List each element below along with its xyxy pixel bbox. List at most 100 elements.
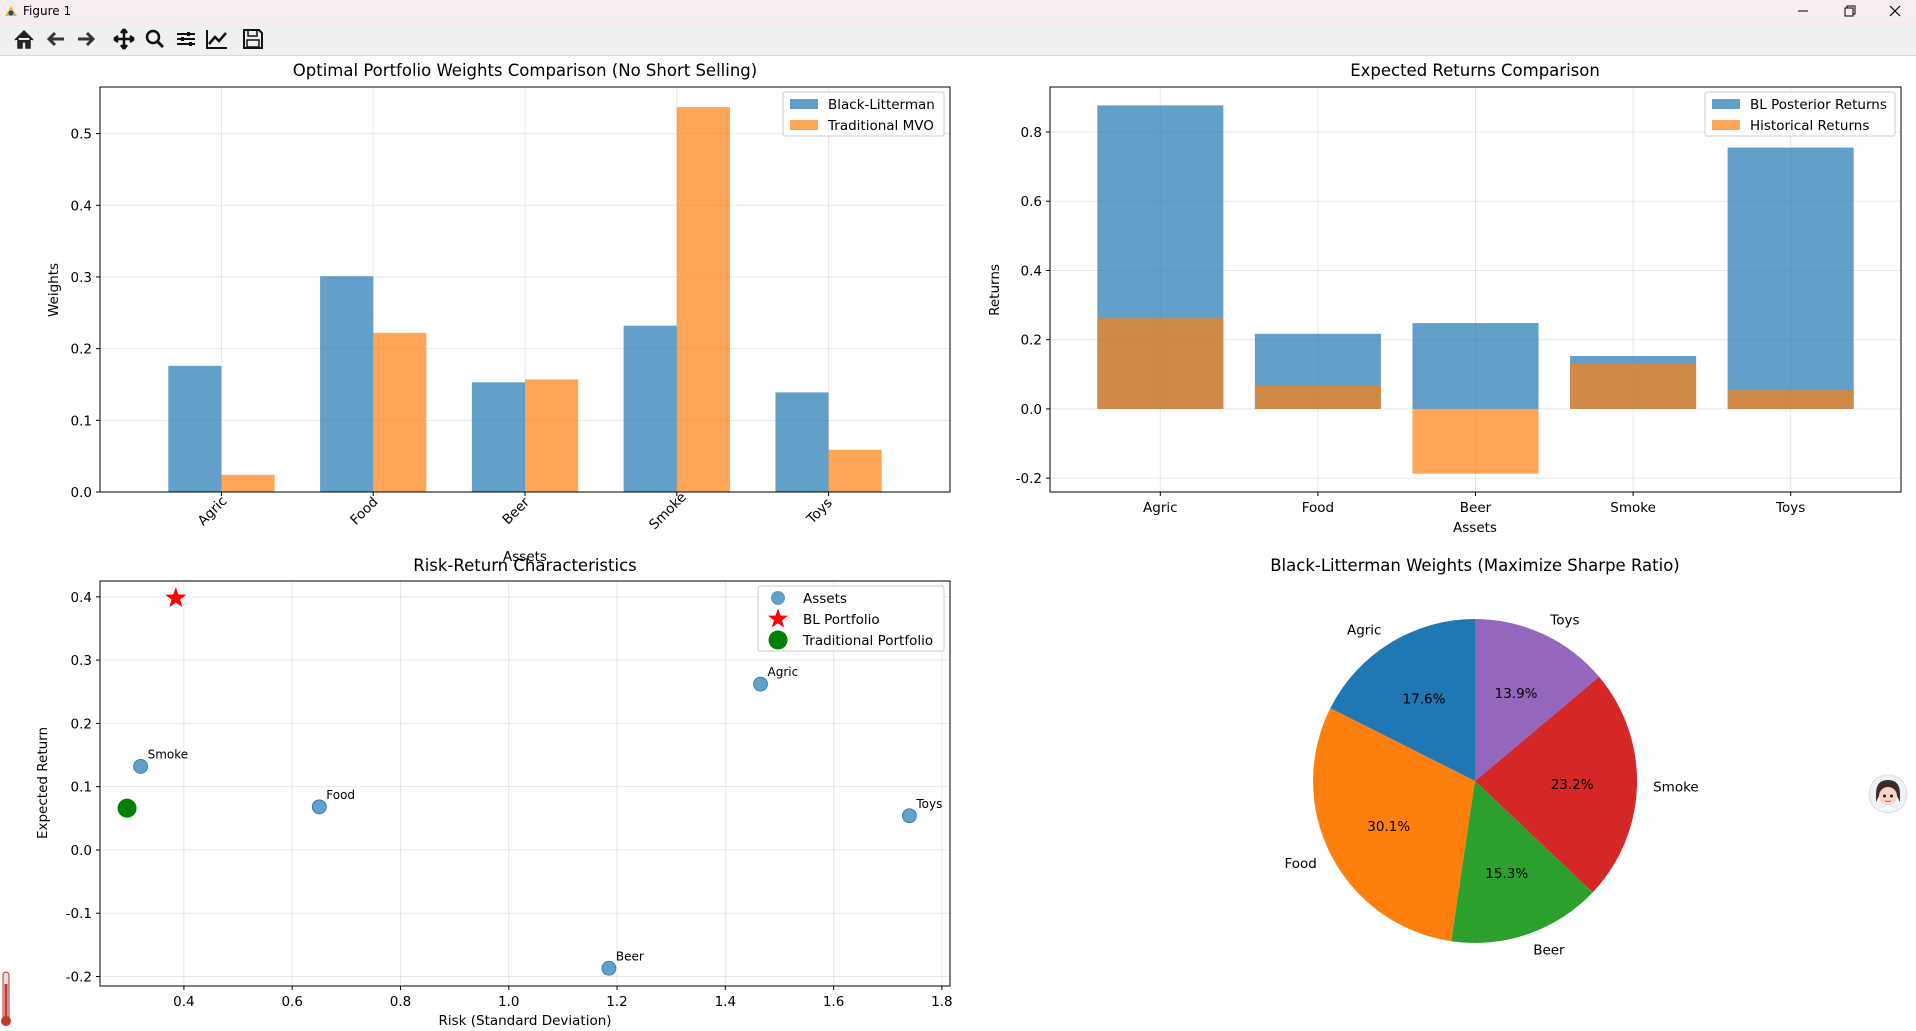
pie-slice-smoke — [1475, 676, 1638, 893]
minimize-icon[interactable] — [1780, 0, 1826, 22]
scatter-y-tick-label: -0.1 — [66, 906, 92, 922]
scatter-x-label: Risk (Standard Deviation) — [438, 1013, 611, 1029]
bl-portfolio-star-marker — [165, 587, 187, 607]
forward-arrow-icon[interactable] — [73, 27, 99, 51]
scatter-x-tick-label: 0.8 — [390, 994, 411, 1010]
pan-move-icon[interactable] — [111, 27, 137, 51]
weights-bar-bl-agric — [168, 365, 222, 492]
returns-x-tick-label-toys: Toys — [1775, 500, 1805, 516]
weights-y-tick-label: 0.3 — [71, 270, 92, 286]
legend-assets: Assets — [803, 591, 847, 607]
returns-x-tick-label-beer: Beer — [1460, 500, 1492, 516]
returns-y-tick-label: -0.2 — [1016, 471, 1042, 487]
scatter-chart-title: Risk-Return Characteristics — [413, 556, 637, 575]
edit-axis-icon[interactable] — [204, 27, 230, 51]
weights-bar-chart: Optimal Portfolio Weights Comparison (No… — [46, 61, 951, 565]
scatter-x-tick-label: 1.8 — [931, 994, 952, 1010]
returns-x-tick-label-food: Food — [1302, 500, 1334, 516]
scatter-point-label-food: Food — [326, 788, 355, 802]
zoom-magnifier-icon[interactable] — [142, 27, 168, 51]
scatter-point-label-smoke: Smoke — [148, 747, 189, 761]
returns-bar-historical-beer — [1412, 408, 1539, 474]
weights-y-tick-label: 0.5 — [71, 127, 92, 143]
scatter-y-tick-label: 0.4 — [71, 590, 92, 606]
scatter-point-food — [311, 799, 327, 815]
pie-outer-label-food: Food — [1284, 856, 1316, 872]
returns-bar-bl-beer — [1412, 323, 1539, 409]
returns-bar-historical-toys — [1727, 390, 1854, 409]
returns-y-tick-label: 0.4 — [1021, 263, 1042, 279]
matplotlib-app-icon — [5, 6, 17, 16]
scatter-x-tick-label: 0.4 — [173, 994, 194, 1010]
pie-chart-title: Black-Litterman Weights (Maximize Sharpe… — [1270, 556, 1680, 575]
assistant-avatar-icon[interactable] — [1868, 774, 1908, 814]
returns-bar-chart: Expected Returns Comparison -0.2 0.0 0.2 0.… — [987, 61, 1902, 536]
weights-x-label: Assets — [503, 549, 547, 565]
weights-bar-bl-toys — [775, 392, 829, 492]
scatter-point-agric — [753, 676, 768, 692]
figure-canvas: Optimal Portfolio Weights Comparison (No… — [35, 61, 1902, 1029]
scatter-y-tick-label: -0.2 — [66, 970, 92, 986]
scatter-y-tick-label: 0.0 — [71, 843, 92, 859]
returns-x-tick-label-agric: Agric — [1143, 500, 1178, 516]
pie-slice-food — [1313, 708, 1475, 942]
legend-black-litterman: Black-Litterman — [828, 97, 935, 113]
weights-y-tick-label: 0.0 — [71, 485, 92, 501]
returns-x-tick-label-smoke: Smoke — [1610, 500, 1656, 516]
returns-chart-title: Expected Returns Comparison — [1350, 61, 1600, 80]
returns-y-tick-label: 0.0 — [1021, 402, 1042, 418]
weights-y-label: Weights — [46, 263, 62, 317]
scatter-point-smoke — [133, 759, 149, 774]
weights-bar-mvo-food — [373, 332, 427, 492]
weights-x-tick-label-toys: Toys — [803, 495, 836, 528]
pie-pct-label-smoke: 23.2% — [1551, 777, 1594, 793]
save-icon[interactable] — [240, 27, 266, 51]
weights-x-tick-label-food: Food — [347, 494, 381, 528]
restore-icon[interactable] — [1826, 0, 1872, 22]
window-title: Figure 1 — [23, 4, 72, 18]
thermometer-icon — [1, 971, 11, 1026]
weights-bar-bl-food — [320, 276, 374, 492]
weights-bar-mvo-smoke — [676, 107, 730, 492]
pie-slice-beer — [1451, 781, 1593, 943]
weights-pie-chart: Black-Litterman Weights (Maximize Sharpe… — [1270, 556, 1699, 958]
scatter-y-tick-label: 0.1 — [71, 780, 92, 796]
scatter-point-label-agric: Agric — [768, 665, 799, 679]
legend-bl-posterior-returns: BL Posterior Returns — [1750, 97, 1887, 113]
scatter-point-toys — [901, 808, 917, 824]
weights-y-tick-label: 0.1 — [71, 413, 92, 429]
pie-slice-agric — [1330, 619, 1475, 781]
weights-chart-title: Optimal Portfolio Weights Comparison (No… — [293, 61, 757, 80]
scatter-x-tick-label: 1.4 — [715, 994, 736, 1010]
pie-pct-label-food: 30.1% — [1367, 819, 1410, 835]
returns-bar-historical-agric — [1097, 318, 1224, 409]
scatter-point-label-beer: Beer — [616, 949, 644, 963]
weights-x-tick-label-agric: Agric — [195, 493, 231, 529]
configure-subplots-icon[interactable] — [173, 27, 199, 51]
weights-bar-bl-beer — [471, 382, 525, 492]
home-icon[interactable] — [11, 27, 37, 51]
pie-outer-label-smoke: Smoke — [1653, 779, 1699, 795]
returns-bar-historical-smoke — [1570, 363, 1697, 409]
scatter-point-beer — [601, 960, 617, 976]
scatter-plot-frame — [99, 580, 951, 987]
weights-x-tick-label-smoke: Smoke — [646, 489, 690, 533]
scatter-x-tick-label: 1.6 — [823, 994, 844, 1010]
legend-traditional-mvo: Traditional MVO — [827, 118, 934, 134]
returns-bar-bl-toys — [1727, 147, 1854, 409]
returns-bar-historical-food — [1254, 385, 1381, 409]
title-bar: Figure 1 — [0, 0, 1916, 22]
weights-bar-bl-smoke — [623, 325, 677, 492]
pie-outer-label-toys: Toys — [1549, 612, 1579, 628]
scatter-y-label: Expected Return — [35, 727, 51, 839]
scatter-y-tick-label: 0.2 — [71, 716, 92, 732]
weights-x-tick-label-beer: Beer — [499, 494, 533, 528]
traditional-portfolio-marker — [117, 798, 137, 818]
close-icon[interactable] — [1872, 0, 1916, 22]
returns-y-label: Returns — [987, 264, 1003, 316]
back-arrow-icon[interactable] — [43, 27, 69, 51]
scatter-legend: Assets BL Portfolio Traditional Portfoli… — [757, 585, 945, 652]
navigation-toolbar — [0, 22, 1916, 56]
returns-legend: BL Posterior Returns Historical Returns — [1704, 91, 1896, 137]
weights-plot-frame — [99, 86, 951, 493]
